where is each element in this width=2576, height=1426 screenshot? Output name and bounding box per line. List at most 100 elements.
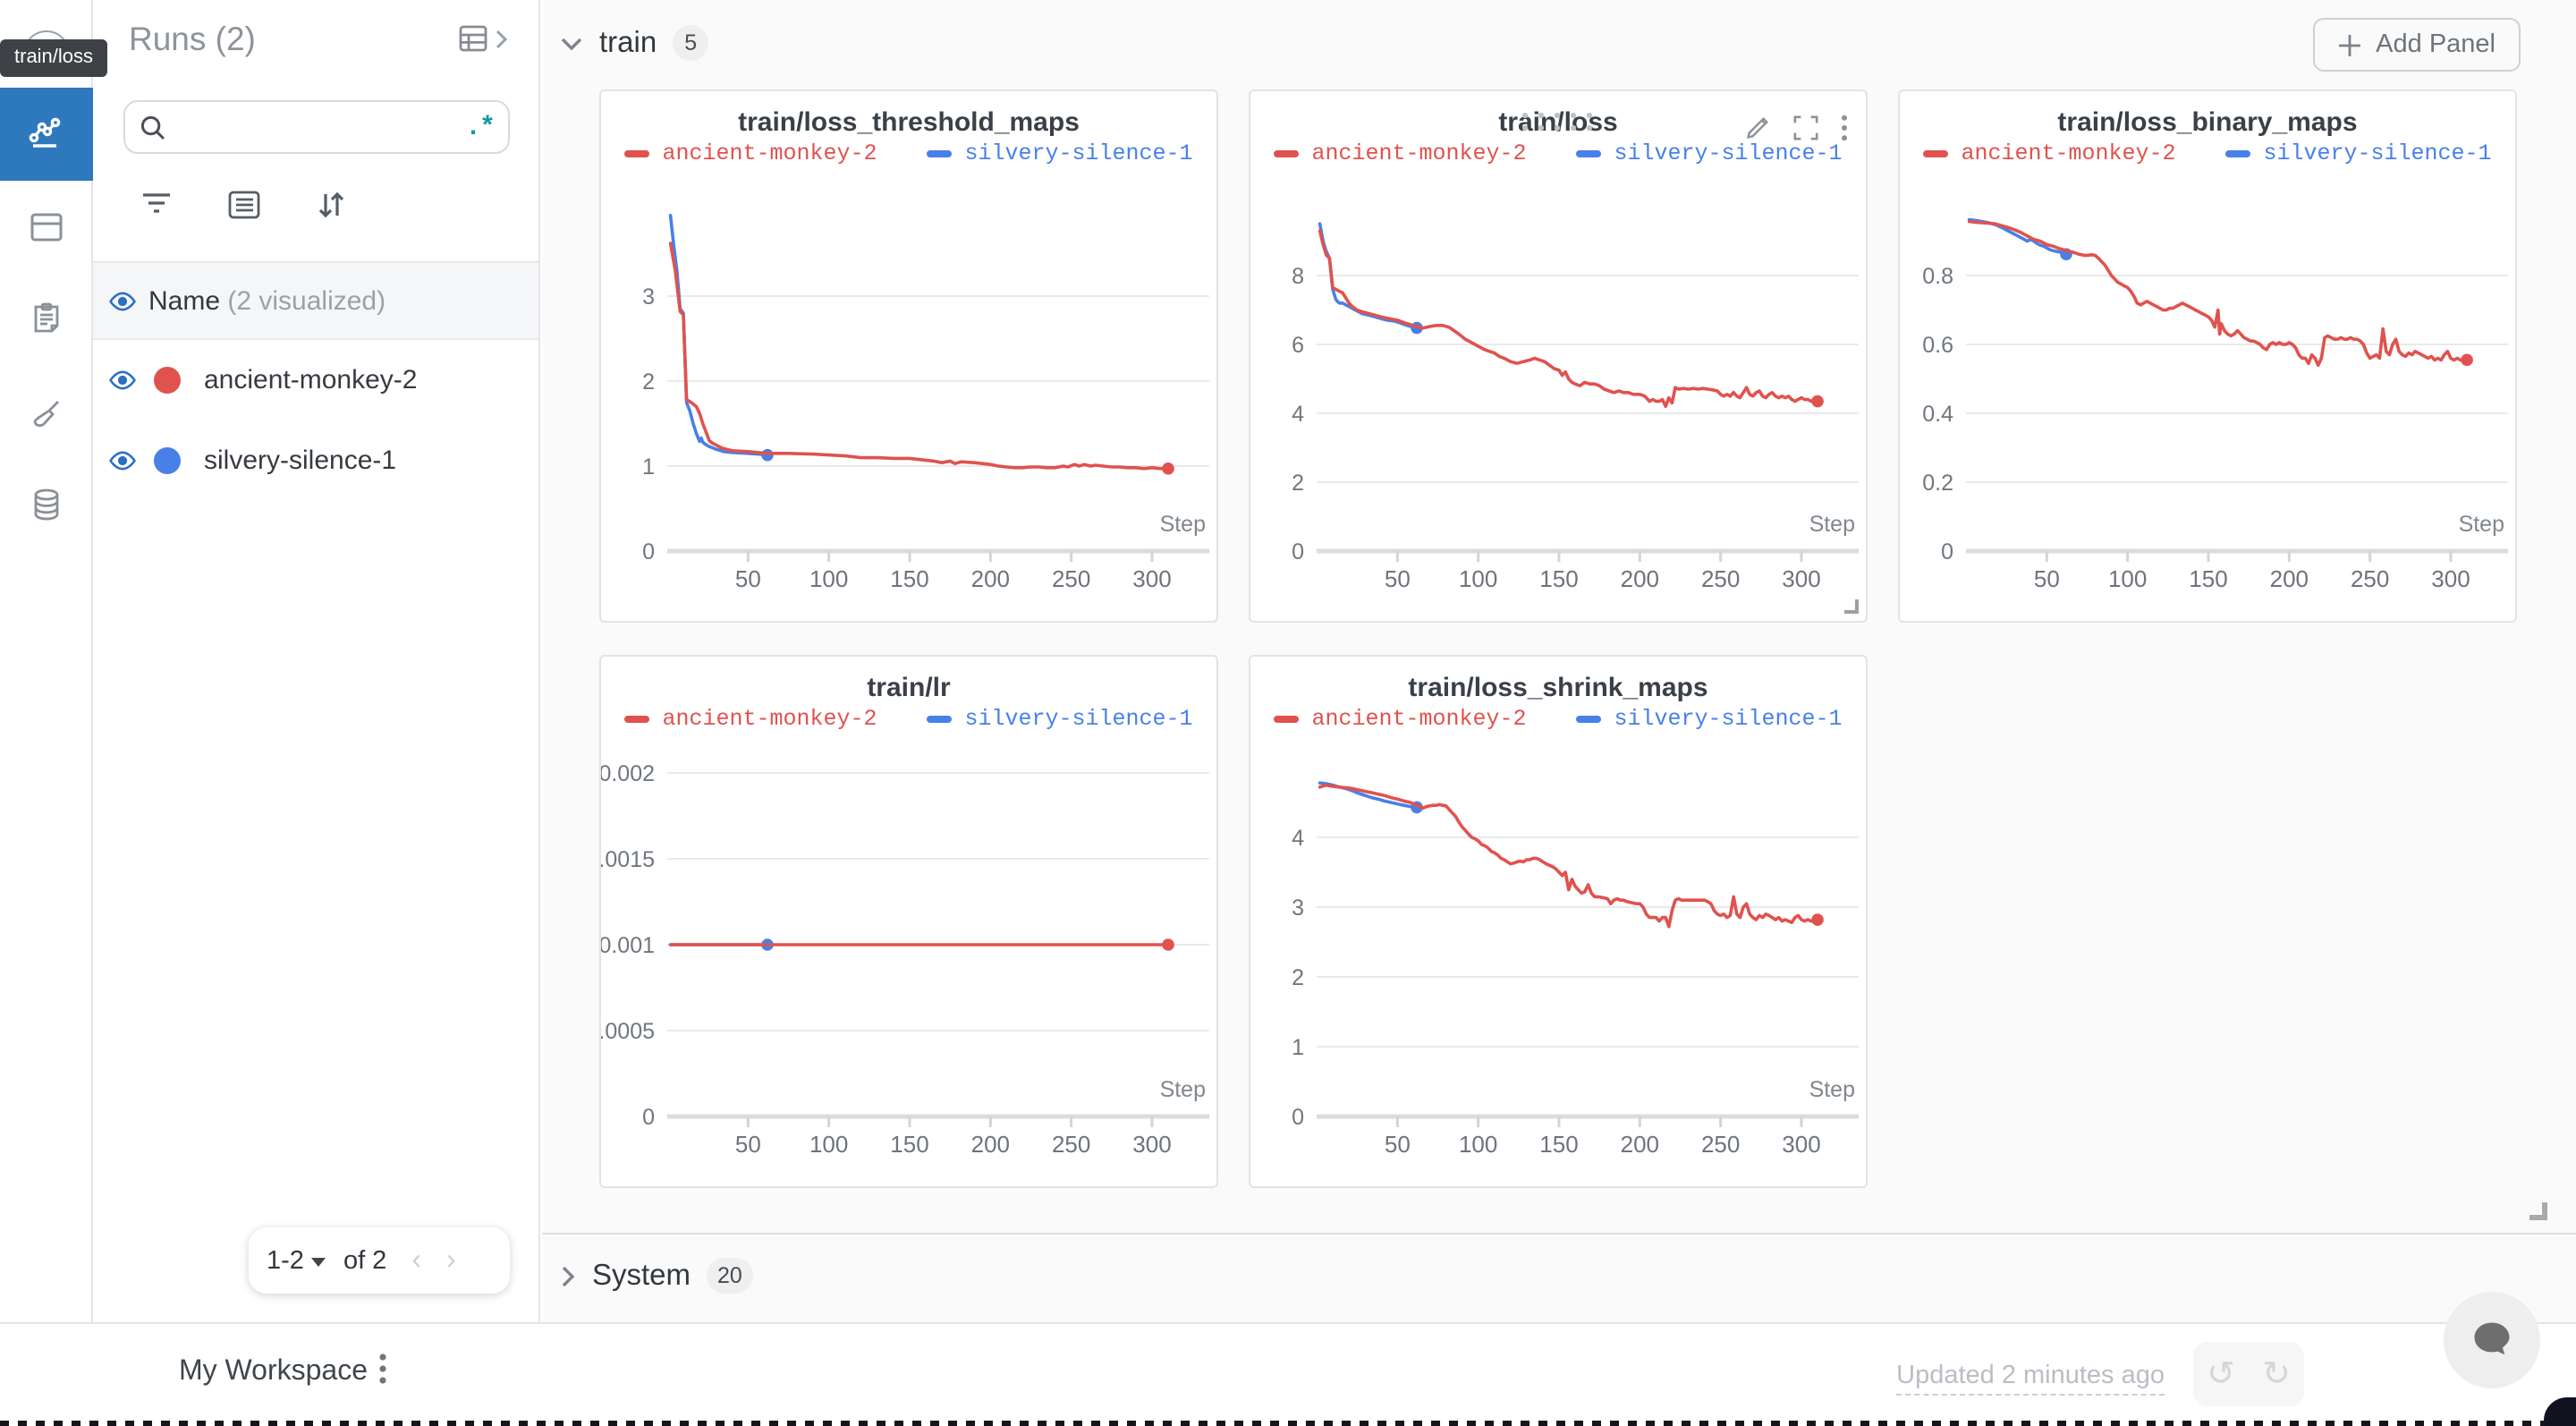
chart-legend: ancient-monkey-2 silvery-silence-1 (1900, 141, 2515, 166)
section-header-system[interactable]: System 20 (560, 1258, 753, 1294)
undo-button[interactable]: ↺ (2207, 1355, 2235, 1393)
legend-item[interactable]: silvery-silence-1 (1576, 707, 1843, 732)
legend-item[interactable]: silvery-silence-1 (2225, 141, 2492, 166)
chart-plot-area[interactable]: 0 2 4 6 8 50 100 150 200 250 300 Step (1250, 91, 1869, 624)
fullscreen-icon[interactable] (1792, 115, 1819, 141)
workspace-title[interactable]: My Workspace (179, 1356, 369, 1387)
legend-item[interactable]: ancient-monkey-2 (1923, 141, 2176, 166)
chart-panel[interactable]: train/loss_shrink_maps ancient-monkey-2 si… (1249, 655, 1868, 1188)
section-resize-handle[interactable] (2529, 1202, 2547, 1220)
svg-text:0.001: 0.001 (601, 933, 655, 958)
chart-plot-area[interactable]: 0 1 2 3 50 100 150 200 250 300 Step (601, 91, 1220, 624)
svg-text:3: 3 (1292, 895, 1304, 921)
visibility-eye-icon[interactable] (107, 446, 138, 476)
chart-panel[interactable]: train/loss_threshold_maps ancient-monkey-… (599, 89, 1218, 623)
svg-text:250: 250 (1052, 565, 1090, 592)
runs-table-expand-button[interactable] (458, 23, 508, 55)
visibility-eye-icon[interactable] (107, 365, 138, 395)
edit-pencil-icon[interactable] (1744, 115, 1771, 141)
svg-text:50: 50 (2034, 565, 2060, 592)
run-name[interactable]: ancient-monkey-2 (204, 365, 418, 395)
add-panel-button[interactable]: Add Panel (2313, 18, 2521, 72)
filter-button[interactable] (136, 184, 175, 224)
legend-item[interactable]: ancient-monkey-2 (1274, 707, 1527, 732)
run-search-input[interactable] (177, 114, 454, 140)
chart-title: train/loss (1498, 107, 1618, 138)
chart-title: train/lr (867, 673, 951, 703)
svg-text:150: 150 (890, 565, 928, 592)
table-icon (459, 25, 487, 52)
kebab-menu-icon[interactable] (1841, 115, 1848, 141)
panel-drag-handle[interactable] (1522, 113, 1594, 132)
run-row[interactable]: ancient-monkey-2 (93, 340, 538, 420)
svg-text:300: 300 (1132, 1131, 1171, 1158)
chart-panel[interactable]: train/loss_binary_maps ancient-monkey-2 si… (1898, 89, 2517, 623)
runs-panel: Runs (2) .* (93, 0, 540, 1322)
svg-text:Step: Step (2459, 512, 2504, 537)
legend-item[interactable]: ancient-monkey-2 (624, 707, 877, 732)
pagination-prev-button[interactable]: ‹ (411, 1244, 421, 1275)
chevron-down-icon (560, 35, 583, 51)
redo-button[interactable]: ↻ (2262, 1355, 2291, 1393)
run-name[interactable]: silvery-silence-1 (204, 446, 397, 476)
sidebar-item-logs[interactable] (0, 272, 93, 365)
section-header-train[interactable]: train 5 (560, 25, 709, 61)
sort-button[interactable] (311, 184, 351, 224)
legend-item[interactable]: silvery-silence-1 (927, 141, 1193, 166)
svg-text:50: 50 (1385, 1131, 1411, 1158)
runs-panel-title: Runs (2) (129, 20, 256, 57)
legend-item[interactable]: silvery-silence-1 (1576, 141, 1843, 166)
panel-resize-handle[interactable] (1844, 599, 1859, 614)
svg-text:0.6: 0.6 (1922, 333, 1953, 358)
sidebar-item-panels[interactable] (0, 181, 93, 274)
svg-text:1: 1 (1292, 1035, 1304, 1060)
svg-text:150: 150 (890, 1131, 928, 1158)
svg-text:200: 200 (1621, 565, 1659, 592)
svg-text:200: 200 (971, 565, 1010, 592)
svg-text:250: 250 (1052, 1131, 1090, 1158)
legend-item[interactable]: ancient-monkey-2 (1274, 141, 1527, 166)
panel-workspace: train 5 Add Panel train/loss_threshold_m… (542, 0, 2576, 1322)
legend-item[interactable]: ancient-monkey-2 (624, 141, 877, 166)
regex-toggle[interactable]: .* (464, 112, 496, 142)
chevron-right-icon (496, 30, 508, 49)
tooltip: train/loss (0, 39, 108, 77)
chart-plot-area[interactable]: 0 0.2 0.4 0.6 0.8 50 100 150 200 250 300 Step (1900, 91, 2519, 624)
svg-text:0: 0 (1292, 1105, 1304, 1130)
sidebar-item-artifacts[interactable] (0, 458, 93, 551)
svg-text:6: 6 (1292, 333, 1304, 358)
chart-panel[interactable]: train/loss ancient-monkey-2 silvery-silenc… (1249, 89, 1868, 623)
columns-button[interactable] (224, 184, 263, 224)
pagination-next-button[interactable]: › (445, 1244, 456, 1275)
run-row[interactable]: silvery-silence-1 (93, 420, 538, 501)
sidebar-item-charts[interactable] (0, 88, 93, 181)
pagination-range[interactable]: 1-2 (267, 1246, 304, 1275)
workspace-menu-button[interactable] (379, 1353, 386, 1385)
svg-text:50: 50 (735, 1131, 761, 1158)
last-updated-text[interactable]: Updated 2 minutes ago (1896, 1362, 2165, 1396)
legend-item[interactable]: silvery-silence-1 (927, 707, 1193, 732)
chart-panel[interactable]: train/lr ancient-monkey-2 silvery-silence-… (599, 655, 1218, 1188)
section-panel-count: 20 (707, 1258, 753, 1294)
chat-launcher-button[interactable] (2444, 1292, 2540, 1388)
svg-text:0.002: 0.002 (601, 761, 655, 786)
filter-icon (142, 193, 169, 213)
visibility-all-eye-icon[interactable] (107, 285, 138, 316)
run-search: .* (123, 100, 510, 154)
svg-text:4: 4 (1292, 826, 1304, 851)
legend-dash-icon (1274, 716, 1300, 723)
run-list-header: Name (2 visualized) (93, 261, 538, 340)
svg-text:200: 200 (1621, 1131, 1659, 1158)
sidebar-item-sweeps[interactable] (0, 367, 93, 460)
svg-text:50: 50 (1385, 565, 1411, 592)
svg-text:0.0015: 0.0015 (601, 847, 655, 872)
chart-plot-area[interactable]: 0 1 2 3 4 50 100 150 200 250 300 Step (1250, 657, 1869, 1190)
legend-dash-icon (2225, 150, 2251, 157)
legend-dash-icon (927, 716, 953, 723)
svg-text:300: 300 (1782, 565, 1820, 592)
chart-plot-area[interactable]: 0 0.0005 0.001 0.0015 0.002 50 100 150 200 250 300… (601, 657, 1220, 1190)
svg-text:2: 2 (1292, 965, 1304, 990)
svg-text:3: 3 (642, 284, 655, 310)
svg-text:100: 100 (2108, 565, 2147, 592)
